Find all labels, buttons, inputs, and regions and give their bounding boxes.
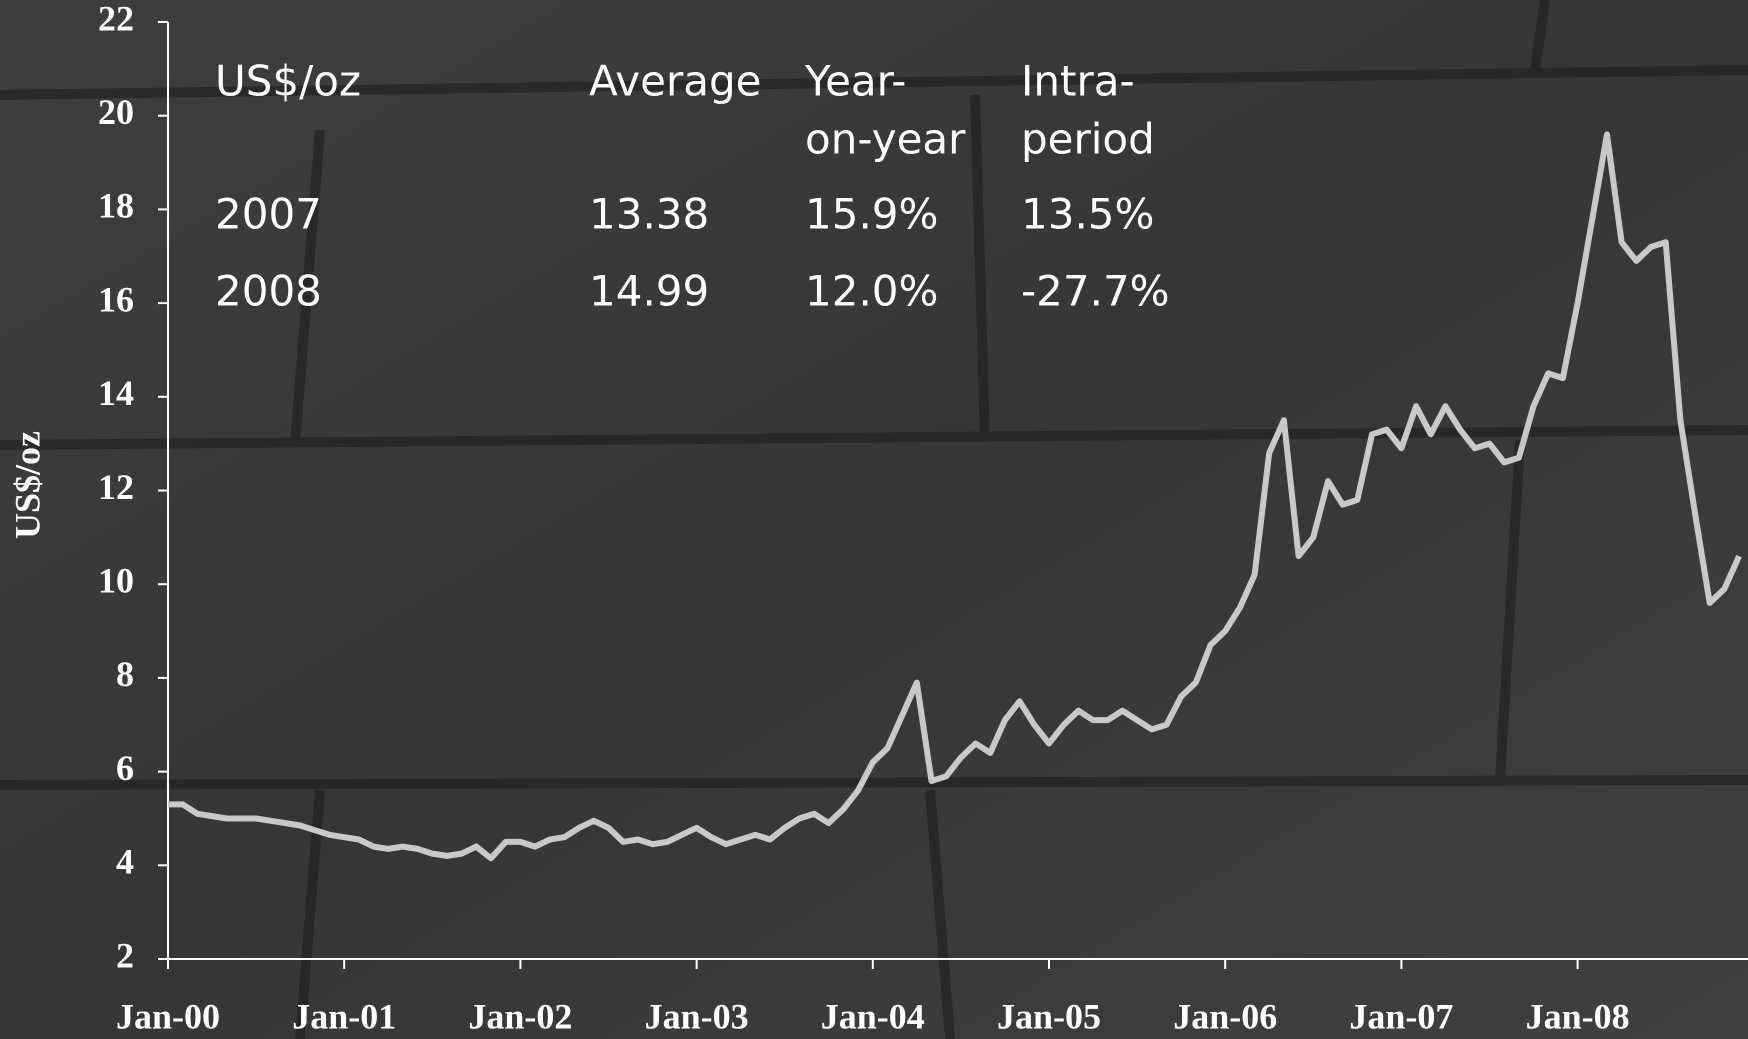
x-tick-label: Jan-04	[821, 996, 925, 1036]
table-header: Average	[589, 57, 761, 106]
x-tick-label: Jan-06	[1173, 996, 1277, 1036]
y-tick-label: 2	[116, 935, 134, 975]
x-tick-label: Jan-03	[645, 996, 749, 1036]
table-header: on-year	[805, 115, 966, 164]
table-header: US$/oz	[215, 57, 361, 106]
y-tick-label: 16	[98, 279, 134, 319]
y-tick-label: 12	[98, 467, 134, 507]
table-cell: 2007	[215, 190, 322, 239]
y-tick-label: 6	[116, 748, 134, 788]
y-tick-label: 8	[116, 654, 134, 694]
table-cell: 12.0%	[805, 267, 938, 316]
x-tick-label: Jan-07	[1349, 996, 1453, 1036]
x-tick-label: Jan-02	[468, 996, 572, 1036]
table-cell: -27.7%	[1021, 267, 1170, 316]
table-cell: 15.9%	[805, 190, 938, 239]
x-tick-label: Jan-01	[292, 996, 396, 1036]
y-tick-label: 4	[116, 842, 134, 882]
table-header: Year-	[804, 57, 906, 106]
table-header: period	[1021, 115, 1155, 164]
x-tick-label: Jan-08	[1526, 996, 1630, 1036]
table-header: Intra-	[1021, 57, 1135, 106]
x-tick-label: Jan-05	[997, 996, 1101, 1036]
y-tick-label: 10	[98, 560, 134, 600]
y-tick-label: 20	[98, 92, 134, 132]
table-cell: 13.5%	[1021, 190, 1154, 239]
table-cell: 13.38	[589, 190, 709, 239]
table-cell: 2008	[215, 267, 322, 316]
price-line	[168, 131, 1742, 862]
x-tick-label: Jan-00	[116, 996, 220, 1036]
y-tick-label: 18	[98, 186, 134, 226]
y-axis-title: US$/oz	[7, 431, 47, 539]
y-tick-label: 22	[98, 0, 134, 38]
y-tick-label: 14	[98, 373, 134, 413]
table-cell: 14.99	[589, 267, 709, 316]
